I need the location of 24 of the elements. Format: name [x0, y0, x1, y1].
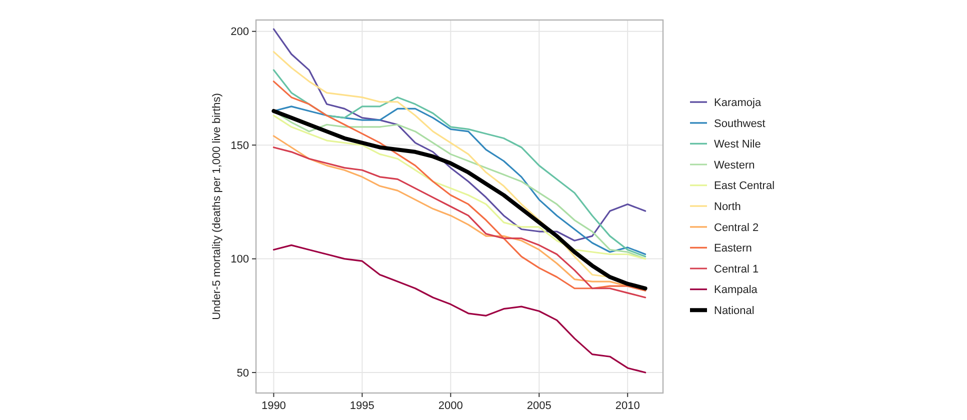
x-tick-label: 2000 [438, 400, 463, 412]
legend-label: National [714, 304, 754, 317]
line-series [272, 28, 646, 242]
y-tick-label: 150 [230, 140, 249, 152]
x-tick-label: 2005 [526, 400, 552, 412]
line-series [272, 244, 646, 374]
legend-label: Central 1 [714, 263, 759, 276]
x-tick-label: 2010 [615, 400, 640, 412]
x-tick-label: 1995 [350, 400, 374, 412]
line-series [272, 69, 646, 258]
y-axis-title: Under-5 mortality (deaths per 1,000 live births) [211, 93, 223, 320]
legend-label: Eastern [714, 242, 752, 255]
legend-label: Southwest [714, 118, 766, 130]
legend-label: North [714, 200, 741, 213]
legend-label: Kampala [714, 284, 758, 296]
legend-label: West Nile [714, 138, 761, 151]
y-tick-label: 100 [230, 254, 249, 266]
x-tick-label: 1990 [261, 400, 286, 412]
y-tick-label: 200 [230, 26, 249, 38]
legend-label: Karamoja [714, 96, 762, 109]
y-tick-label: 50 [236, 367, 249, 380]
legend-label: Central 2 [714, 222, 759, 234]
legend-label: East Central [714, 180, 775, 192]
legend-label: Western [714, 159, 755, 172]
